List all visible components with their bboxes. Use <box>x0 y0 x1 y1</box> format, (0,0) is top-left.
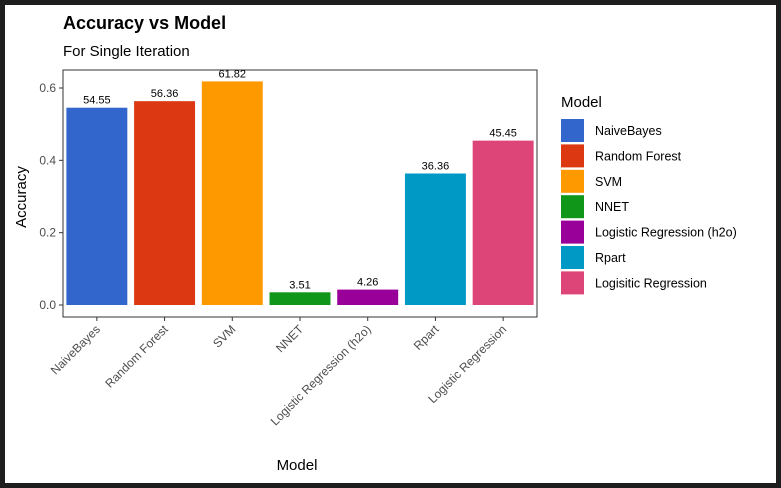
bar-value-label: 54.55 <box>83 95 111 107</box>
chart-subtitle: For Single Iteration <box>63 43 190 60</box>
bar <box>66 107 128 305</box>
x-tick-label: Rpart <box>411 322 442 353</box>
bar-value-labels: 54.55 56.36 61.82 3.51 4.26 36.36 45.45 <box>83 68 517 291</box>
legend-label: SVM <box>595 175 622 189</box>
legend-swatch <box>561 271 584 295</box>
bar-value-label: 45.45 <box>489 128 517 140</box>
x-tick-label: NaiveBayes <box>48 322 103 377</box>
y-tick-label: 0.4 <box>39 153 56 167</box>
legend-label: NaiveBayes <box>595 124 662 138</box>
bar <box>134 101 196 305</box>
bar-value-label: 56.36 <box>151 88 179 100</box>
bar-value-label: 4.26 <box>357 277 378 289</box>
x-tick-label: Random Forest <box>102 322 171 391</box>
legend-swatch <box>561 220 584 244</box>
bar-chart: Accuracy vs Model For Single Iteration 0… <box>13 13 737 474</box>
legend-swatch <box>561 144 584 168</box>
legend-label: Logisitic Regression <box>595 276 707 290</box>
bar <box>404 173 466 305</box>
bar <box>201 81 263 305</box>
bar <box>269 292 331 305</box>
bar-value-label: 36.36 <box>422 160 450 172</box>
bars <box>66 81 534 305</box>
bar <box>472 140 534 305</box>
chart-title: Accuracy vs Model <box>63 13 226 33</box>
legend-swatch <box>561 169 584 193</box>
legend-label: Random Forest <box>595 149 682 163</box>
legend-label: Rpart <box>595 251 626 265</box>
x-axis-title: Model <box>277 457 318 474</box>
bar-value-label: 3.51 <box>289 279 310 291</box>
chart-panel: Accuracy vs Model For Single Iteration 0… <box>5 5 776 483</box>
bar-value-label: 61.82 <box>219 68 247 80</box>
y-axis: 0.0 0.2 0.4 0.6 <box>39 81 63 312</box>
y-tick-label: 0.2 <box>39 226 56 240</box>
legend-swatch <box>561 195 584 219</box>
y-tick-label: 0.0 <box>39 298 56 312</box>
legend-title: Model <box>561 94 602 111</box>
legend-label: Logistic Regression (h2o) <box>595 226 737 240</box>
x-tick-label: NNET <box>273 322 306 355</box>
x-tick-label: SVM <box>210 322 238 350</box>
legend-swatch <box>561 119 584 142</box>
legend-swatch <box>561 246 584 269</box>
y-axis-title: Accuracy <box>13 166 30 228</box>
y-tick-label: 0.6 <box>39 81 56 95</box>
legend: Model NaiveBayes Random Forest SVM NNET Logi… <box>561 94 737 295</box>
legend-label: NNET <box>595 200 629 214</box>
bar <box>337 289 399 305</box>
